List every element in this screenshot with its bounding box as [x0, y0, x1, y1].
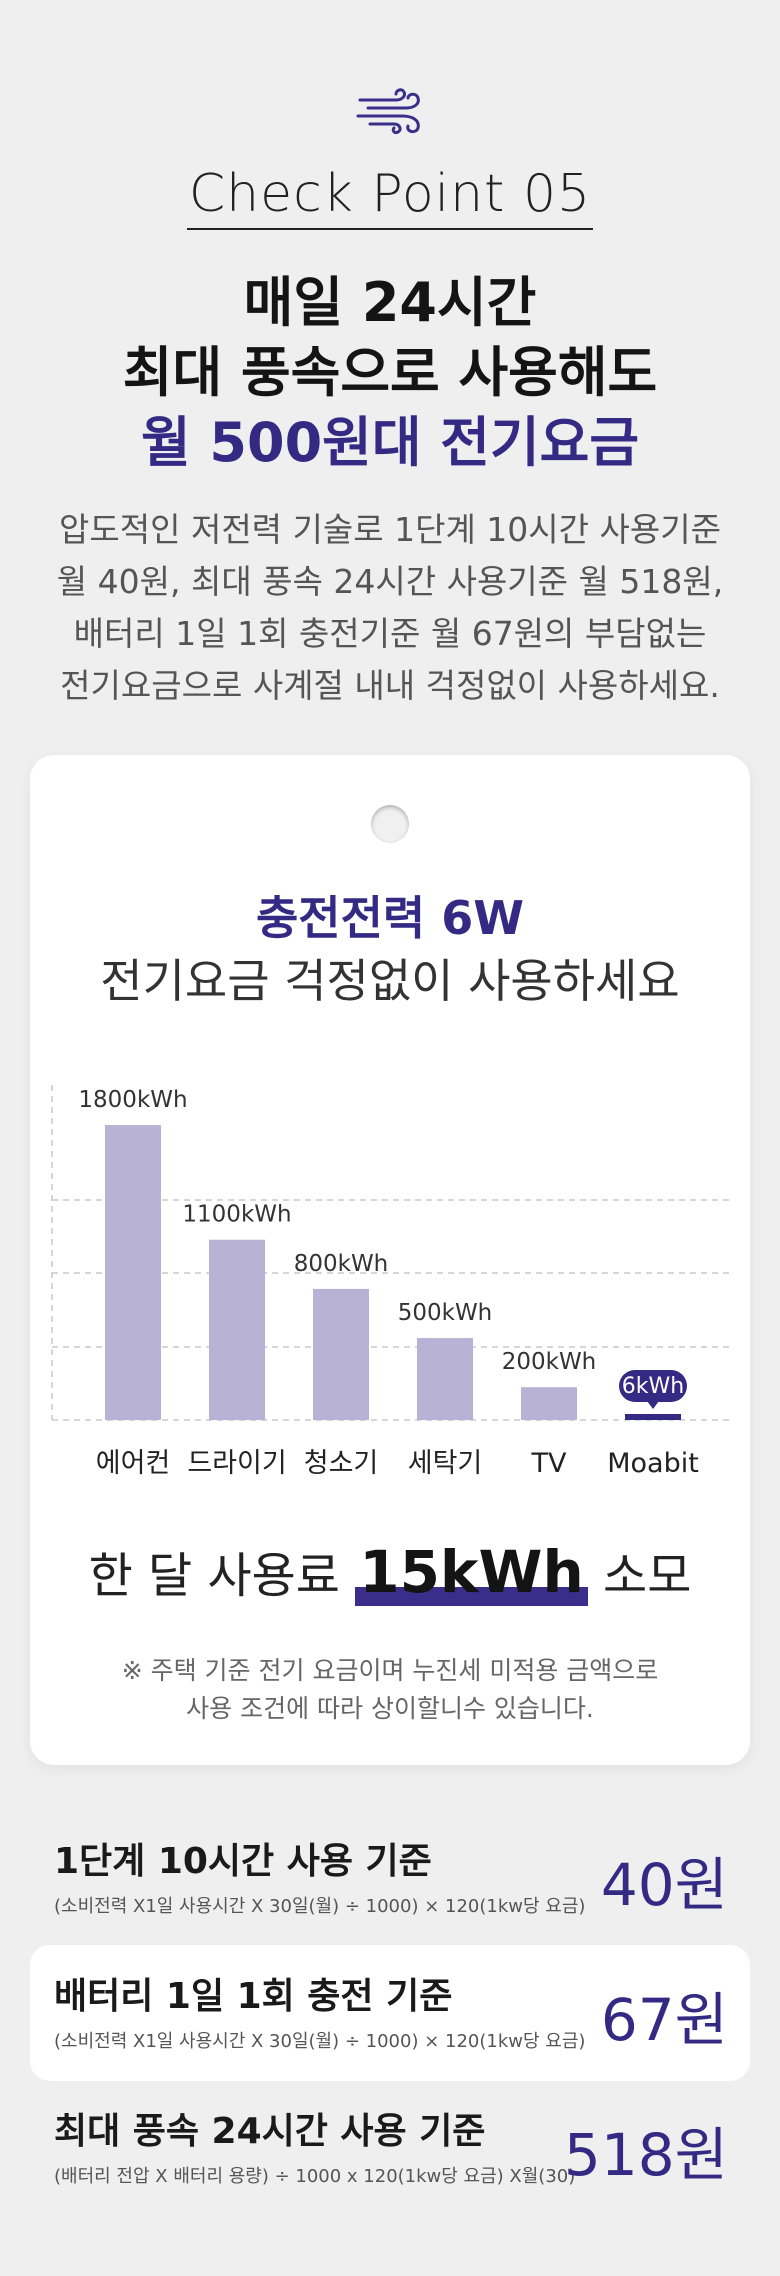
usage-prefix: 한 달 사용료: [88, 1548, 340, 1604]
row-price: 518원: [563, 2121, 728, 2189]
row-formula: (소비전력 X1일 사용시간 X 30일(월) ÷ 1000) × 120(1k…: [54, 2031, 586, 2052]
value-label: 800kWh: [294, 1251, 389, 1277]
category-label: TV: [531, 1448, 567, 1479]
category-label: 드라이기: [187, 1448, 286, 1479]
note-line-1: ※ 주택 기준 전기 요금이며 누진세 미적용 금액으로: [121, 1656, 659, 1685]
usage-suffix: 소모: [603, 1548, 692, 1604]
note-line-2: 사용 조건에 따라 상이할니수 있습니다.: [186, 1694, 594, 1723]
value-label: 200kWh: [502, 1349, 597, 1375]
row-price: 67원: [600, 1986, 728, 2054]
value-label: 500kWh: [398, 1300, 493, 1326]
bar: [417, 1338, 473, 1420]
description-line-4: 전기요금으로 사계절 내내 걱정없이 사용하세요.: [60, 666, 720, 705]
cost-row-battery: 배터리 1일 1회 충전 기준 (소비전력 X1일 사용시간 X 30일(월) …: [30, 1945, 750, 2081]
row-title: 1단계 10시간 사용 기준: [54, 1841, 432, 1882]
value-label: 1100kWh: [182, 1202, 291, 1228]
bar: [313, 1288, 369, 1420]
description-line-2: 월 40원, 최대 풍속 24시간 사용기준 월 518원,: [56, 562, 724, 601]
card-subtitle: 전기요금 걱정없이 사용하세요: [100, 954, 680, 1008]
checkpoint-heading: Check Point 05: [0, 164, 780, 230]
headline-line-2: 최대 풍속으로 사용해도: [122, 341, 658, 404]
row-price: 40원: [600, 1851, 728, 1919]
usage-value: 15kWh: [355, 1538, 588, 1606]
description-line-1: 압도적인 저전력 기술로 1단계 10시간 사용기준: [59, 510, 721, 549]
cost-row-level1: 1단계 10시간 사용 기준 (소비전력 X1일 사용시간 X 30일(월) ÷…: [30, 1810, 750, 1946]
monthly-usage: 한 달 사용료 15kWh 소모: [0, 1536, 780, 1606]
category-label: Moabit: [607, 1448, 699, 1479]
bar: [105, 1125, 161, 1420]
description-line-3: 배터리 1일 1회 충전기준 월 67원의 부담없는: [73, 614, 707, 653]
wind-icon: [356, 88, 420, 134]
bar: [521, 1387, 577, 1420]
headline-line-1: 매일 24시간: [243, 271, 537, 334]
headline-line-3: 월 500원대 전기요금: [140, 411, 640, 474]
value-label: 6kWh: [622, 1374, 684, 1399]
cost-row-max-speed: 최대 풍속 24시간 사용 기준 (배터리 전압 X 배터리 용량) ÷ 100…: [30, 2080, 750, 2216]
row-formula: (소비전력 X1일 사용시간 X 30일(월) ÷ 1000) × 120(1k…: [54, 1896, 586, 1917]
card-hole: [371, 805, 409, 843]
category-label: 청소기: [304, 1448, 379, 1479]
row-title: 최대 풍속 24시간 사용 기준: [54, 2111, 486, 2152]
card-title: 충전전력 6W: [255, 891, 525, 945]
bar: [209, 1239, 265, 1420]
category-label: 세탁기: [408, 1448, 483, 1479]
value-label-bubble: [619, 1370, 687, 1402]
bar: [625, 1414, 681, 1420]
power-consumption-chart: 1800kWh 에어컨 1100kWh 드라이기 800kWh 청소기 500kWh 세탁기 2…: [51, 1085, 730, 1479]
value-label: 1800kWh: [78, 1087, 187, 1113]
row-formula: (배터리 전압 X 배터리 용량) ÷ 1000 x 120(1kw당 요금) …: [54, 2166, 576, 2187]
value-label-pointer: [647, 1401, 659, 1409]
row-title: 배터리 1일 1회 충전 기준: [54, 1976, 453, 2017]
category-label: 에어컨: [96, 1448, 171, 1479]
